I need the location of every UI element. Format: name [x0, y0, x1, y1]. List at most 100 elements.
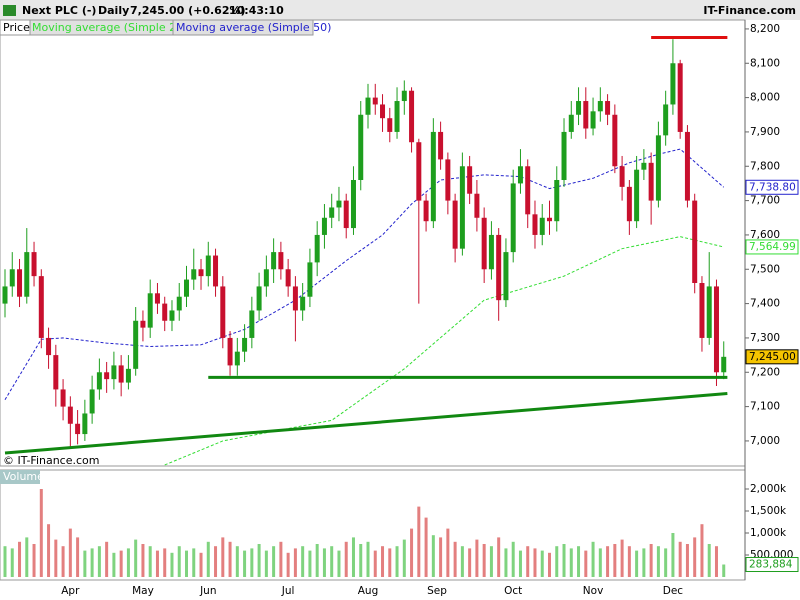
moving-average	[4, 148, 725, 400]
candle-body	[721, 356, 727, 373]
volume-bar	[272, 546, 276, 577]
candle-body	[285, 269, 291, 287]
y-tick-label: 7,300	[750, 332, 780, 344]
header-bar	[0, 0, 800, 20]
price-tag-label: 7,245.00	[749, 351, 796, 363]
candle-body	[234, 351, 240, 366]
volume-bar	[598, 548, 602, 577]
volume-bar	[649, 544, 653, 577]
candle-body	[677, 63, 683, 132]
volume-bar	[141, 544, 145, 577]
volume-bar	[105, 541, 109, 577]
volume-bar	[475, 539, 479, 577]
candle-body	[125, 368, 131, 383]
candle-body	[314, 234, 320, 263]
candle-body	[626, 186, 632, 222]
volume-bar	[344, 541, 348, 577]
candle-body	[198, 269, 204, 277]
volume-bar	[76, 537, 80, 577]
volume-bar	[693, 537, 697, 577]
price-tag-label: 7,564.99	[749, 241, 796, 253]
candle-body	[176, 296, 182, 311]
volume-bar	[548, 552, 551, 577]
volume-bar	[431, 535, 435, 577]
volume-bar	[61, 546, 65, 577]
candle-body	[670, 63, 676, 105]
volume-bar	[584, 550, 588, 577]
candle-body	[75, 423, 81, 435]
candle-body	[496, 234, 502, 301]
volume-bar	[279, 541, 283, 577]
volume-bar	[148, 546, 152, 577]
y-tick-label: 7,200	[750, 366, 780, 378]
y-tick-label: 8,200	[750, 23, 780, 35]
candle-body	[242, 337, 248, 352]
volume-bar	[25, 537, 29, 577]
candle-body	[517, 166, 523, 184]
volume-bar	[366, 541, 370, 577]
candle-body	[169, 310, 175, 321]
volume-bar	[243, 550, 247, 577]
candle-body	[321, 217, 327, 235]
candle-body	[605, 101, 611, 115]
volume-label: Volume	[3, 470, 44, 483]
volume-bar	[32, 544, 36, 577]
price-tag-label: 283,884	[749, 559, 793, 571]
candle-body	[133, 320, 139, 369]
volume-bar	[47, 524, 51, 577]
candle-body	[336, 200, 342, 208]
candle-body	[539, 217, 545, 235]
volume-bar	[460, 546, 464, 577]
volume-bar	[293, 548, 297, 577]
volume-bar	[97, 546, 101, 577]
time: 10:43:10	[229, 4, 284, 17]
volume-bar	[119, 550, 123, 577]
candle-body	[641, 162, 647, 170]
volume-bar	[482, 544, 486, 577]
candle-body	[459, 166, 465, 249]
x-tick-label: Oct	[504, 585, 522, 597]
candle-body	[561, 131, 567, 180]
legend-sma200: Moving average (Simple 200)	[32, 21, 194, 34]
candle-body	[31, 252, 37, 277]
volume-bar	[439, 537, 443, 577]
candle-body	[692, 200, 698, 283]
volume-bar	[518, 550, 522, 577]
candle-body	[227, 337, 233, 366]
volume-bar	[330, 546, 334, 577]
candle-body	[554, 179, 560, 222]
volume-bar	[235, 546, 239, 577]
candle-body	[17, 269, 23, 297]
x-tick-label: Apr	[61, 585, 80, 597]
candle-body	[394, 101, 400, 132]
candle-body	[118, 365, 124, 383]
candle-body	[191, 269, 197, 280]
candle-body	[597, 101, 603, 112]
volume-bar	[526, 546, 530, 577]
candle-body	[423, 200, 429, 222]
legend-box	[0, 470, 40, 484]
volume-bar	[221, 537, 225, 577]
volume-bar	[402, 539, 406, 577]
candle-body	[184, 279, 189, 297]
candle-body	[89, 389, 95, 414]
volume-bar	[635, 550, 639, 577]
candle-body	[300, 296, 306, 311]
price-tag	[745, 239, 799, 255]
candle-body	[307, 262, 313, 297]
volume-bar	[359, 544, 363, 577]
legend-sma50: Moving average (Simple 50)	[176, 21, 331, 34]
volume-bar	[126, 548, 130, 577]
volume-bar	[18, 541, 22, 577]
volume-bar	[453, 541, 457, 577]
candle-body	[358, 114, 364, 180]
y-tick-label: 7,500	[750, 263, 780, 275]
y-tick-label: 7,800	[750, 160, 780, 172]
candle-body	[329, 207, 335, 218]
candle-body	[648, 162, 654, 201]
candle-body	[24, 252, 30, 297]
x-tick-label: Dec	[663, 585, 684, 597]
volume-bar	[489, 546, 493, 577]
candle-body	[38, 276, 44, 338]
candle-body	[60, 389, 66, 407]
